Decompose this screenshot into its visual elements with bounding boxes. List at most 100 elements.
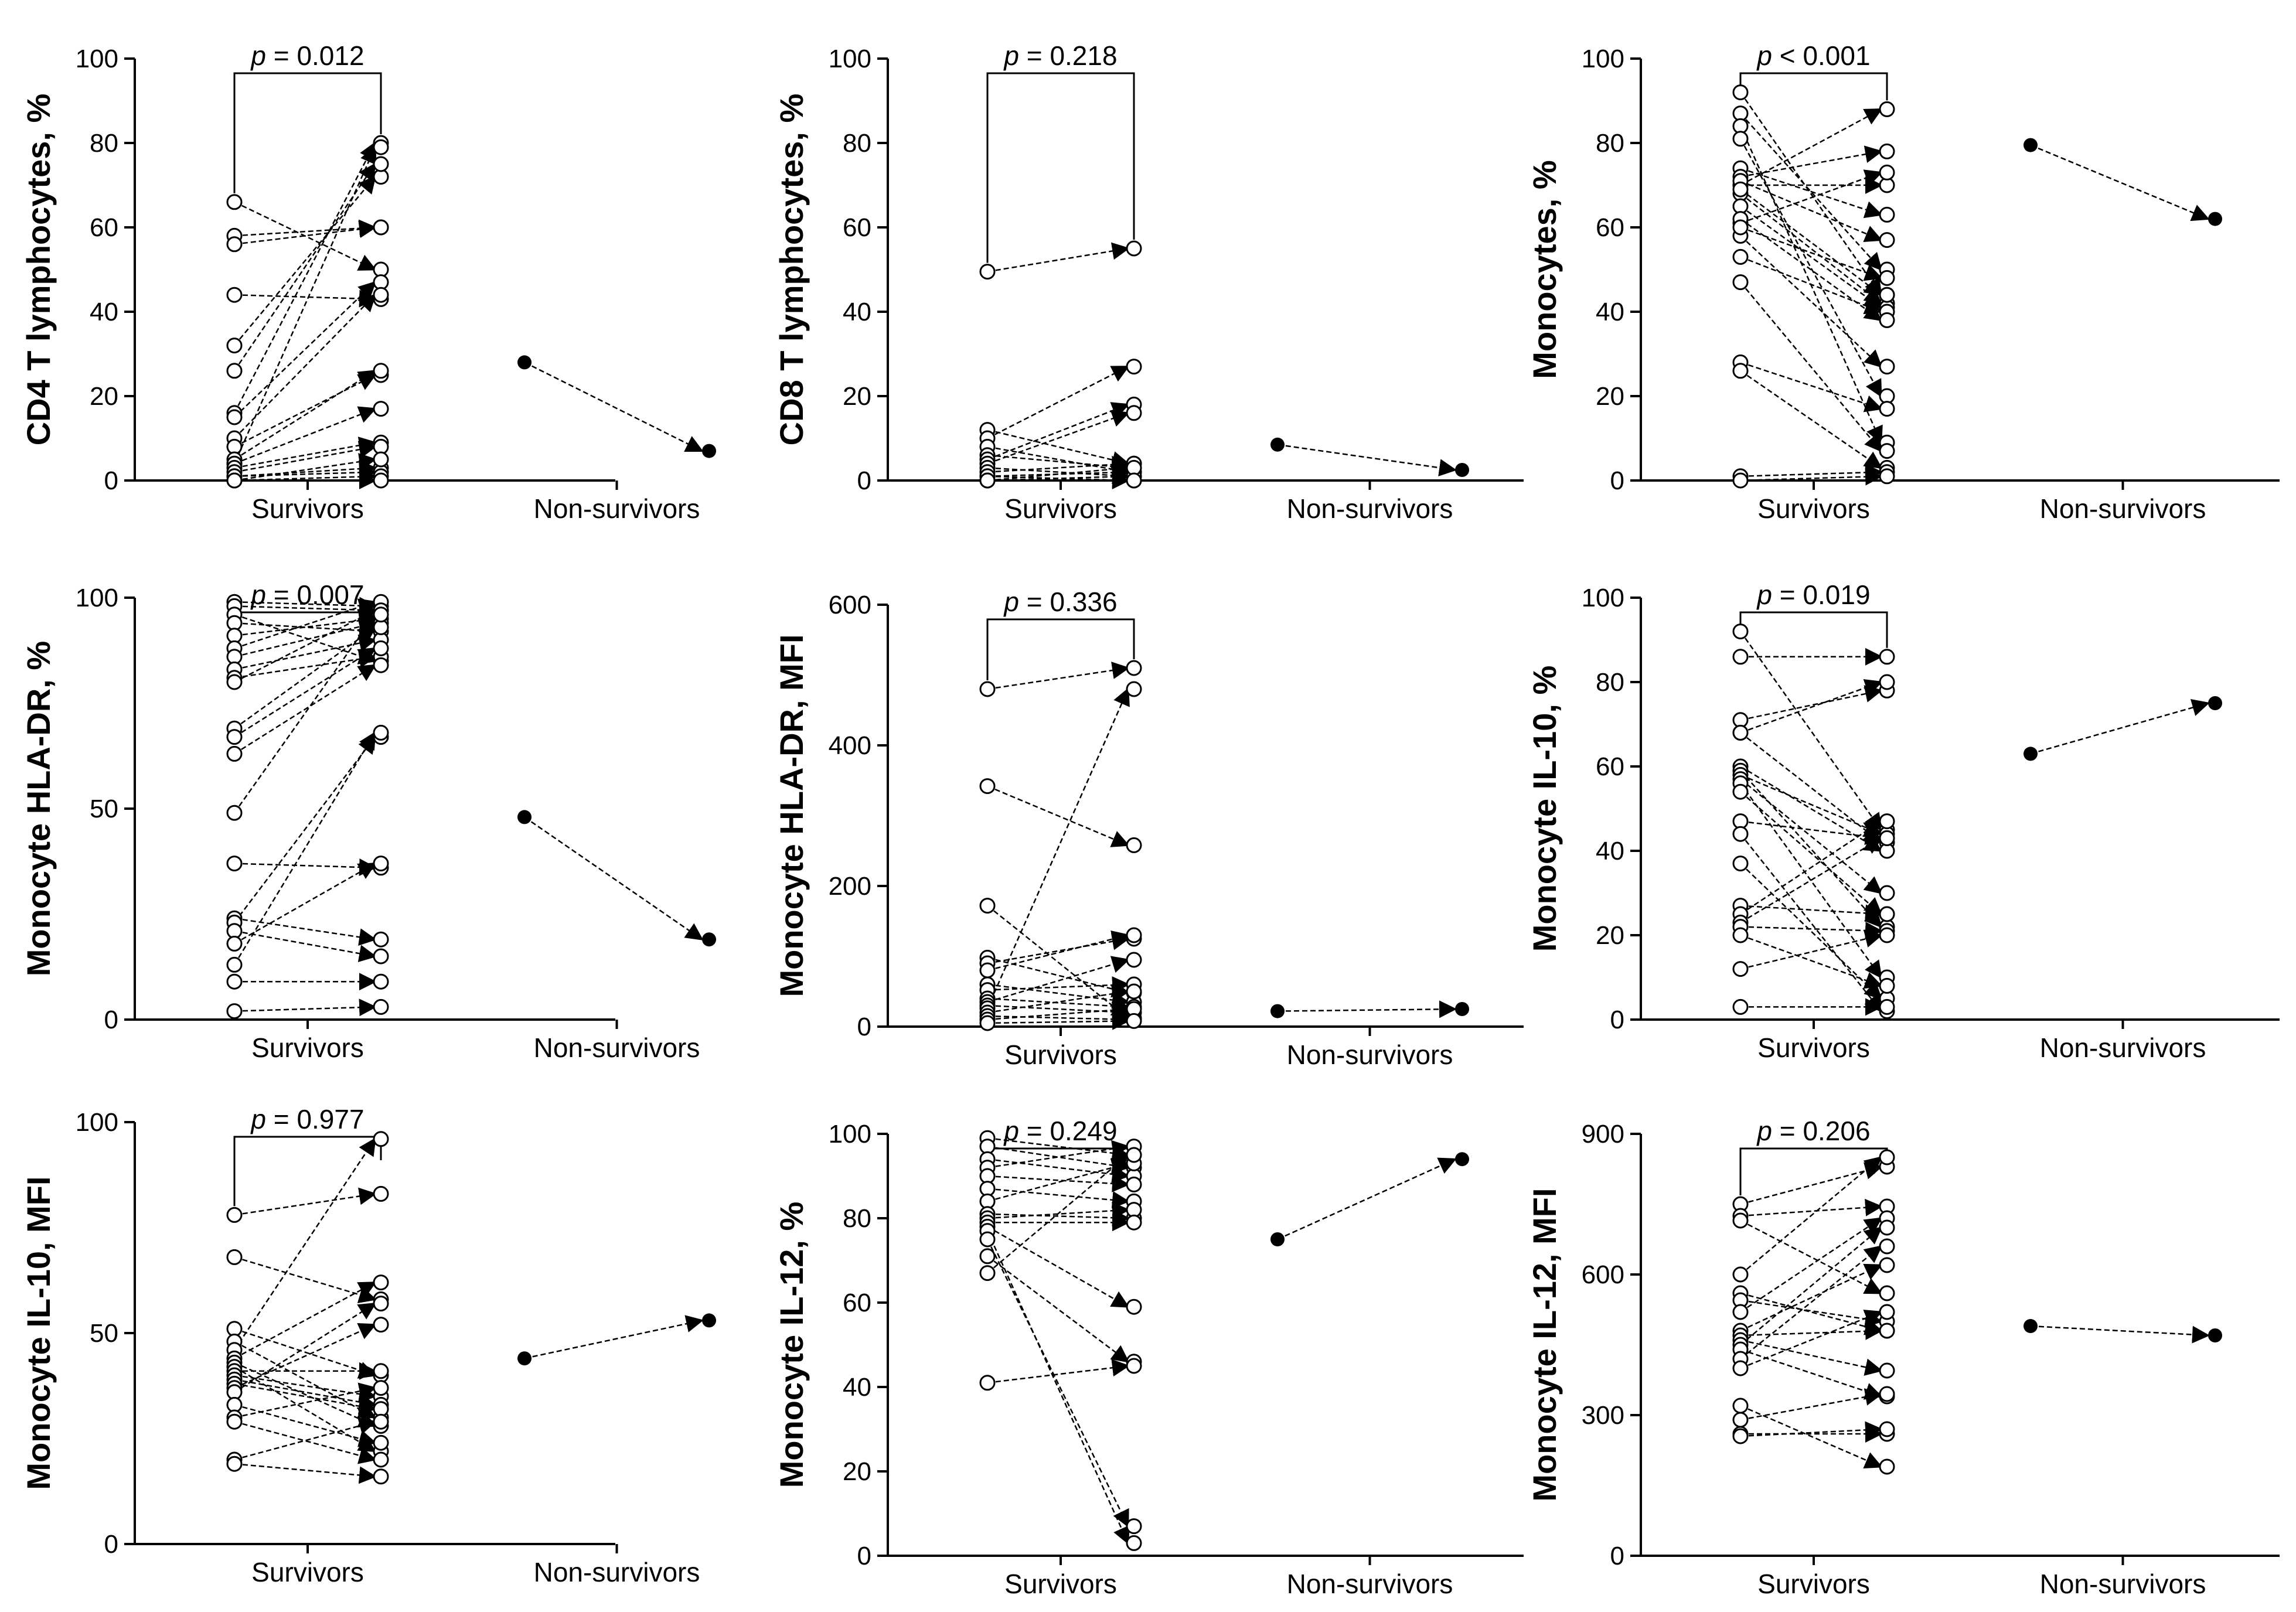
survivor-baseline-point bbox=[1732, 961, 1749, 977]
survivor-followup-point bbox=[1879, 164, 1895, 180]
nonsurvivor-followup-point bbox=[2208, 212, 2222, 226]
y-tick-label: 100 bbox=[829, 1120, 871, 1148]
p-value-label: p < 0.001 bbox=[1756, 40, 1870, 71]
survivor-change-line bbox=[234, 294, 377, 439]
y-tick-label: 40 bbox=[1596, 298, 1624, 326]
survivor-followup-point bbox=[1879, 649, 1895, 665]
survivor-followup-point bbox=[1879, 1257, 1895, 1273]
survivor-change-line bbox=[987, 366, 1130, 439]
survivor-change-line bbox=[234, 858, 377, 876]
y-tick-label: 0 bbox=[104, 466, 118, 495]
survivor-baseline-point bbox=[226, 472, 243, 489]
x-category-label: Survivors bbox=[1757, 1032, 1870, 1063]
nonsurvivor-followup-point bbox=[702, 1313, 716, 1328]
survivor-change-line bbox=[987, 410, 1130, 465]
y-tick-label: 600 bbox=[829, 591, 871, 619]
survivor-followup-point bbox=[1879, 401, 1895, 417]
chart-panel-8: 0 20 40 60 80 100 Survivors Non-survivors Monocy… bbox=[773, 1116, 1524, 1599]
survivor-followup-point bbox=[1126, 1299, 1142, 1315]
survivor-change-line bbox=[234, 406, 377, 465]
survivor-followup-point bbox=[373, 401, 389, 417]
survivor-followup-point bbox=[1879, 232, 1895, 248]
survivor-change-line bbox=[1740, 1339, 1883, 1376]
survivor-change-line bbox=[1740, 904, 1883, 922]
survivor-followup-point bbox=[1879, 359, 1895, 375]
survivor-followup-point bbox=[1879, 1323, 1895, 1339]
survivor-change-line bbox=[234, 1256, 377, 1304]
survivor-followup-point bbox=[373, 287, 389, 303]
survivor-change-line bbox=[1740, 1322, 1883, 1340]
survivor-followup-point bbox=[373, 948, 389, 965]
survivor-followup-point bbox=[1879, 1304, 1895, 1320]
survivor-followup-point bbox=[1879, 927, 1895, 943]
y-tick-label: 0 bbox=[857, 1542, 871, 1570]
survivor-followup-point bbox=[1879, 1421, 1895, 1437]
survivor-followup-point bbox=[1126, 1518, 1142, 1535]
y-tick-label: 80 bbox=[90, 129, 118, 158]
survivor-followup-point bbox=[1126, 240, 1142, 257]
survivor-baseline-point bbox=[979, 1248, 996, 1265]
survivor-baseline-point bbox=[1732, 1398, 1749, 1414]
y-tick-label: 400 bbox=[829, 731, 871, 760]
survivor-change-line bbox=[1740, 1388, 1883, 1421]
y-tick-label: 0 bbox=[1610, 466, 1624, 495]
y-axis-label: CD8 T lymphocytes, % bbox=[773, 94, 810, 446]
survivor-baseline-point bbox=[1732, 181, 1749, 197]
p-value-label: p = 0.249 bbox=[1003, 1116, 1117, 1146]
survivor-change-line bbox=[1740, 1348, 1883, 1400]
p-value-label: p = 0.977 bbox=[250, 1104, 364, 1134]
p-value-label: p = 0.206 bbox=[1756, 1116, 1870, 1146]
survivor-change-line bbox=[1740, 113, 1883, 271]
survivor-baseline-point bbox=[979, 472, 996, 489]
survivor-change-line bbox=[233, 731, 376, 966]
survivor-change-line bbox=[987, 460, 1130, 482]
y-tick-label: 900 bbox=[1582, 1120, 1624, 1148]
survivor-change-line bbox=[234, 1341, 377, 1419]
chart-panel-2: 0 20 40 60 80 100 Survivors Non-survivors CD8 T … bbox=[773, 40, 1524, 524]
chart-panel-6: 0 20 40 60 80 100 Survivors Non-survivors Monocy… bbox=[1526, 580, 2280, 1063]
y-axis-label: Monocyte IL-10, MFI bbox=[20, 1176, 57, 1490]
y-axis-label: Monocyte HLA-DR, MFI bbox=[773, 634, 810, 997]
survivor-change-line bbox=[987, 1158, 1130, 1183]
survivor-change-line bbox=[987, 785, 1130, 847]
survivor-change-line bbox=[1740, 934, 1883, 989]
survivor-change-line bbox=[1740, 1198, 1883, 1217]
survivor-baseline-point bbox=[1732, 84, 1749, 101]
survivor-baseline-point bbox=[1732, 274, 1749, 291]
survivor-change-line bbox=[1739, 138, 1882, 398]
survivor-followup-point bbox=[1126, 927, 1142, 943]
x-category-label: Survivors bbox=[1004, 1569, 1117, 1599]
y-axis-label: Monocytes, % bbox=[1526, 160, 1563, 379]
y-axis-label: Monocyte IL-12, % bbox=[773, 1202, 810, 1488]
x-category-label: Non-survivors bbox=[2040, 1032, 2206, 1063]
chart-panel-1: 0 20 40 60 80 100 Survivors Non-survivors CD4 T … bbox=[20, 40, 716, 524]
x-category-label: Non-survivors bbox=[2040, 493, 2206, 524]
chart-panel-4: 0 50 100 Survivors Non-survivors Monocyte HLA… bbox=[20, 580, 716, 1063]
survivor-baseline-point bbox=[226, 973, 243, 990]
survivor-baseline-point bbox=[226, 236, 243, 253]
survivor-change-line bbox=[233, 162, 376, 372]
survivor-change-line bbox=[234, 863, 377, 945]
survivor-change-line bbox=[234, 650, 377, 679]
survivor-change-line bbox=[1740, 145, 1883, 178]
survivor-followup-point bbox=[373, 1274, 389, 1291]
survivor-change-line bbox=[1740, 791, 1883, 915]
survivor-baseline-point bbox=[1732, 1266, 1749, 1283]
survivor-baseline-point bbox=[1732, 472, 1749, 489]
chart-panel-5: 0 200 400 600 Survivors Non-survivors Monocyte… bbox=[773, 587, 1524, 1070]
y-tick-label: 40 bbox=[90, 298, 118, 326]
survivor-change-line bbox=[1740, 679, 1883, 734]
survivor-change-line bbox=[234, 1382, 377, 1419]
survivor-change-line bbox=[234, 453, 377, 482]
y-axis-label: Monocyte HLA-DR, % bbox=[20, 641, 57, 976]
survivor-change-line bbox=[987, 985, 1130, 1014]
survivor-change-line bbox=[234, 1463, 377, 1484]
survivor-baseline-point bbox=[1732, 219, 1749, 236]
survivor-change-line bbox=[234, 597, 377, 615]
y-axis-label: Monocyte IL-12, MFI bbox=[1526, 1188, 1563, 1501]
survivor-change-line bbox=[987, 1010, 1130, 1028]
survivor-baseline-point bbox=[226, 409, 243, 425]
nonsurvivor-change-line bbox=[524, 362, 704, 452]
survivor-change-line bbox=[1740, 765, 1883, 852]
